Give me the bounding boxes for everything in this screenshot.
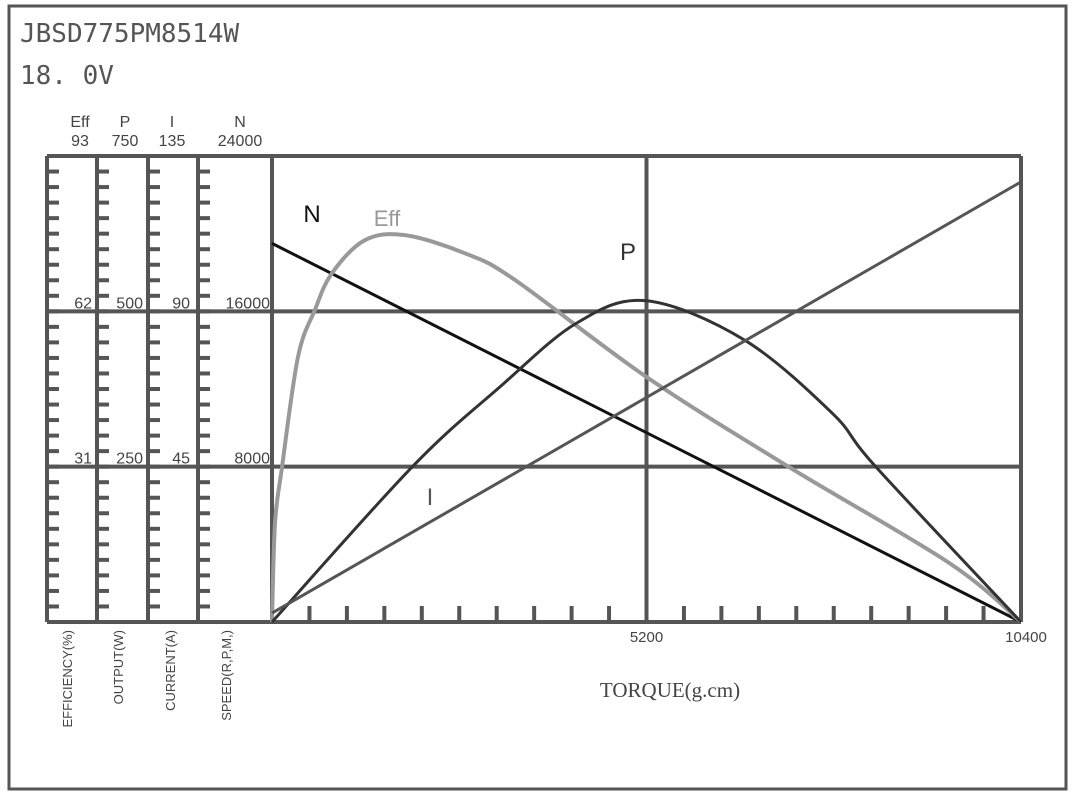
axes [45,156,986,622]
p-axis-max-label: 750 [112,133,139,150]
p-axis-symbol: P [120,114,131,131]
i-axis-tick-label: 45 [172,451,190,468]
p-axis-tick-label: 250 [116,451,143,468]
grid [47,154,1023,624]
series-i-line [271,180,1022,615]
i-axis-symbol: I [170,114,174,131]
n-axis-tick-label: 16000 [226,295,271,312]
series-p-line [270,298,1023,624]
labels: 5200 10400 Eff 93 62 31 EFFICIENCY(%) P 750 500 25… [60,114,1047,728]
series-n-line [271,242,1022,624]
series-eff-label: Eff [374,206,401,231]
i-axis-max-label: 135 [159,133,186,150]
i-axis-title: CURRENT(A) [163,630,178,711]
n-axis-tick-label: 8000 [234,451,270,468]
model-title: JBSD775PM8514W [20,19,239,49]
voltage-label: 18. 0V [20,61,114,91]
eff-axis-tick-label: 62 [74,295,92,312]
series-p-label: P [620,239,636,266]
n-axis-max-label: 24000 [218,133,263,150]
series-i-label: I [427,484,434,511]
eff-axis-max-label: 93 [71,133,89,150]
eff-axis-title: EFFICIENCY(%) [60,630,75,728]
n-axis-title: SPEED(R,P,M,) [219,630,234,721]
eff-axis-tick-label: 31 [74,451,92,468]
x-tick-label: 5200 [630,629,663,646]
eff-axis-symbol: Eff [70,114,90,131]
outer-border [7,4,1068,791]
x-axis-title: TORQUE(g.cm) [600,678,740,702]
p-axis-title: OUTPUT(W) [111,630,126,704]
x-tick-label: 10400 [1005,629,1047,646]
n-axis-symbol: N [234,114,246,131]
series-eff-line [270,232,1023,624]
series-n-label: N [303,201,320,228]
p-axis-tick-label: 500 [116,295,143,312]
i-axis-tick-label: 90 [172,295,190,312]
series [270,180,1023,624]
